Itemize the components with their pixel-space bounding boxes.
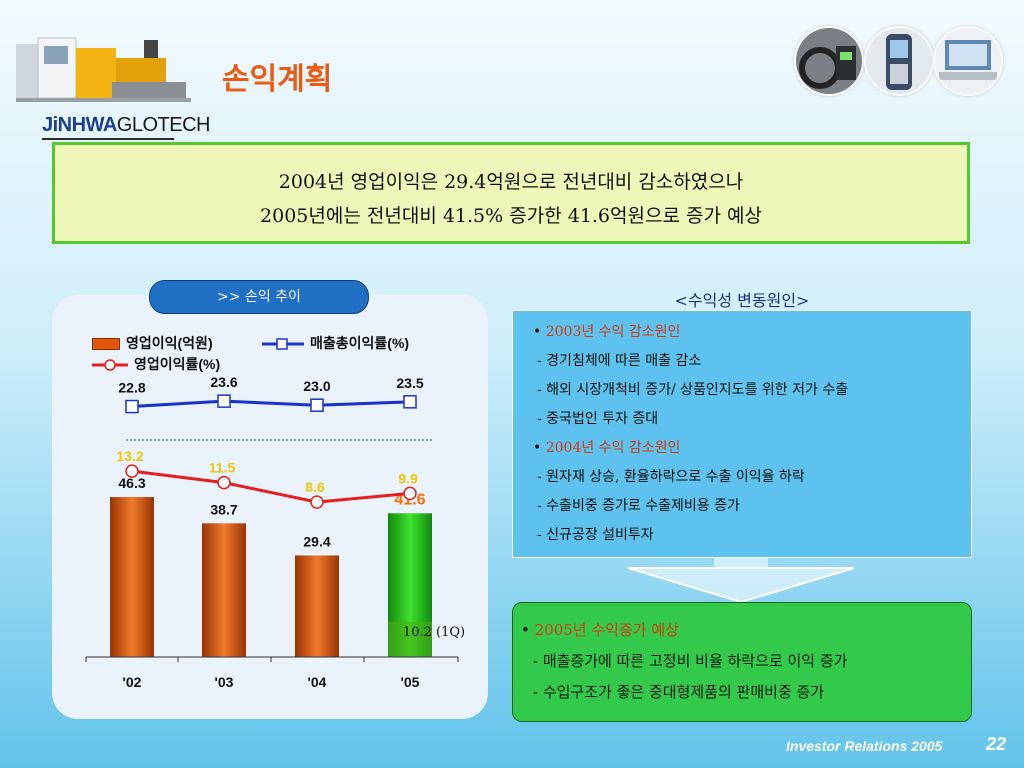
operating-margin-point-3: [403, 486, 417, 501]
gross-margin-label-1: 23.6: [210, 374, 237, 390]
gross-margin-line: [131, 399, 411, 409]
annotation-1q: 10.2 (1Q): [403, 625, 465, 640]
mobile-phone-image: [864, 26, 934, 96]
bullet-icon: •: [533, 324, 546, 340]
bullet-icon: •: [521, 621, 535, 639]
footer-text: Investor Relations 2005: [786, 738, 943, 754]
operating-margin-point-0: [125, 464, 139, 478]
causes-text: - 수출비중 증가로 수출제비용 증가: [537, 498, 740, 514]
gross-margin-label-3: 23.5: [396, 375, 423, 391]
legend-label-operating-margin: 영업이익률(%): [134, 356, 221, 372]
operating-margin-label-3: 9.9: [398, 470, 418, 486]
bar-04: [295, 555, 339, 657]
gross-margin-point-2: [310, 398, 324, 412]
x-tick-label-03: '03: [215, 674, 234, 690]
forecast-item: - 매출증가에 따른 고정비 비율 하락으로 이익 증가: [533, 650, 847, 671]
gross-margin-point-1: [217, 394, 231, 408]
logo-underline: [42, 138, 174, 140]
causes-text: - 원자재 상승, 환율하락으로 수출 이익율 하락: [537, 469, 805, 485]
bar-label-03: 38.7: [210, 501, 237, 517]
gross-margin-label-0: 22.8: [118, 380, 145, 396]
logo-text-glotech: GLOTECH: [116, 114, 211, 136]
causes-text: - 해외 시장개척비 증가/ 상품인지도를 위한 저가 수출: [537, 382, 849, 398]
chart-tab-label: >> 손익 추이: [149, 280, 369, 314]
injection-machine-image: [16, 37, 191, 102]
legend-label-gross-margin: 매출총이익률(%): [310, 335, 410, 351]
operating-margin-line: [131, 469, 411, 504]
forecast-text: 2005년 수익증가 예상: [534, 621, 679, 639]
causes-item: - 중국법인 투자 증대: [537, 408, 658, 428]
profit-trend-chart: 10.2 (1Q)'02'03'04'0546.338.729.441.622.…: [85, 374, 465, 690]
legend-swatch-blue-line: [262, 338, 304, 351]
forecast-text: - 매출증가에 따른 고정비 비율 하락으로 이익 증가: [533, 652, 848, 670]
forecast-item: - 수입구조가 좋은 중대형제품의 판매비중 증가: [533, 681, 824, 702]
page-title: 손익계획: [222, 62, 333, 97]
company-logo: JiNHWAGLOTECH: [42, 114, 210, 137]
forecast-panel: • 2005년 수익증가 예상 - 매출증가에 따른 고정비 비율 하락으로 이익…: [512, 602, 972, 722]
summary-line-1: 2004년 영업이익은 29.4억원으로 전년대비 감소하였으나: [278, 171, 744, 193]
bar-05-1q-segment: [388, 621, 432, 657]
gross-margin-label-2: 23.0: [303, 378, 330, 394]
causes-text: 2004년 수익 감소원인: [545, 440, 681, 456]
bar-label-04: 29.4: [303, 533, 330, 549]
logo-text-jinhwa: JiNHWA: [42, 114, 117, 136]
x-tick-label-02: '02: [123, 674, 142, 690]
operating-margin-label-1: 11.5: [209, 460, 236, 476]
summary-box: 2004년 영업이익은 29.4억원으로 전년대비 감소하였으나 2005년에는…: [52, 142, 970, 244]
bar-label-02: 46.3: [118, 475, 145, 491]
x-tick-label-05: '05: [401, 674, 420, 690]
bullet-icon: •: [533, 440, 546, 456]
forecast-heading: • 2005년 수익증가 예상: [521, 619, 679, 640]
down-arrow-icon: [627, 558, 855, 604]
legend-operating-margin: 영업이익률(%): [92, 354, 220, 374]
car-dashboard-image: [794, 26, 864, 96]
gross-margin-point-3: [403, 395, 417, 409]
bar-02: [110, 497, 154, 657]
summary-line-2: 2005년에는 전년대비 41.5% 증가한 41.6억원으로 증가 예상: [260, 205, 762, 227]
causes-item: - 해외 시장개척비 증가/ 상품인지도를 위한 저가 수출: [537, 379, 848, 399]
causes-heading: • 2003년 수익 감소원인: [533, 321, 680, 341]
causes-text: - 신규공장 설비투자: [537, 527, 654, 543]
causes-text: - 경기침체에 따른 매출 감소: [537, 353, 702, 369]
laptop-image: [933, 26, 1003, 96]
causes-item: - 원자재 상승, 환율하락으로 수출 이익율 하락: [537, 466, 805, 486]
causes-panel: • 2003년 수익 감소원인 - 경기침체에 따른 매출 감소 - 해외 시장개척…: [512, 310, 972, 558]
causes-heading: • 2004년 수익 감소원인: [533, 437, 680, 457]
forecast-text: - 수입구조가 좋은 중대형제품의 판매비중 증가: [533, 683, 825, 701]
causes-text: 2003년 수익 감소원인: [545, 324, 681, 340]
operating-margin-point-1: [217, 475, 231, 490]
legend-gross-margin: 매출총이익률(%): [262, 333, 409, 353]
operating-margin-point-2: [310, 495, 324, 509]
bar-03: [202, 523, 246, 657]
legend-swatch-bar: [92, 338, 120, 351]
causes-item: - 경기침체에 따른 매출 감소: [537, 350, 701, 370]
causes-item: - 신규공장 설비투자: [537, 524, 654, 544]
operating-margin-label-0: 13.2: [116, 448, 143, 464]
legend-swatch-red-line: [92, 359, 128, 372]
page-number: 22: [986, 734, 1007, 754]
x-tick-label-04: '04: [308, 674, 327, 690]
causes-title: <수익성 변동원인>: [674, 291, 810, 310]
causes-item: - 수출비중 증가로 수출제비용 증가: [537, 495, 740, 515]
operating-margin-label-2: 8.6: [305, 479, 325, 495]
legend-operating-profit: 영업이익(억원): [92, 333, 213, 353]
causes-text: - 중국법인 투자 증대: [537, 411, 659, 427]
gross-margin-point-0: [125, 399, 139, 414]
legend-label-operating-profit: 영업이익(억원): [126, 335, 213, 351]
